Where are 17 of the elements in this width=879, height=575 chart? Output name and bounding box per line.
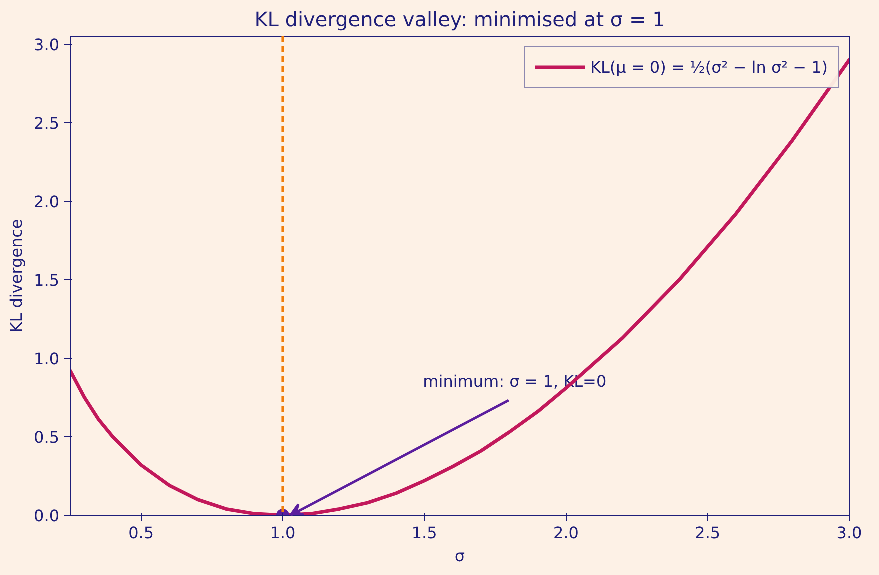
chart-title: KL divergence valley: minimised at σ = 1 (254, 8, 666, 32)
y-tick-label: 0.5 (34, 428, 60, 447)
y-tick-label: 2.5 (34, 114, 60, 133)
legend-label: KL(μ = 0) = ½(σ² − ln σ² − 1) (590, 58, 828, 76)
y-tick-label: 1.0 (34, 349, 60, 368)
y-tick-label: 2.0 (34, 192, 60, 212)
y-tick-label: 0.0 (34, 506, 60, 526)
x-tick-label: 2.5 (695, 524, 721, 542)
x-tick-label: 3.0 (836, 524, 862, 542)
y-axis-title: KL divergence (7, 219, 26, 333)
x-tick-label: 0.5 (128, 524, 154, 542)
x-axis-title: σ (454, 546, 466, 566)
y-tick-label: 3.0 (34, 35, 60, 54)
y-tick-label: 1.5 (34, 270, 60, 290)
x-tick-label: 1.0 (270, 524, 296, 542)
x-tick-label: 1.5 (412, 524, 438, 542)
x-tick-label: 2.0 (554, 524, 579, 542)
